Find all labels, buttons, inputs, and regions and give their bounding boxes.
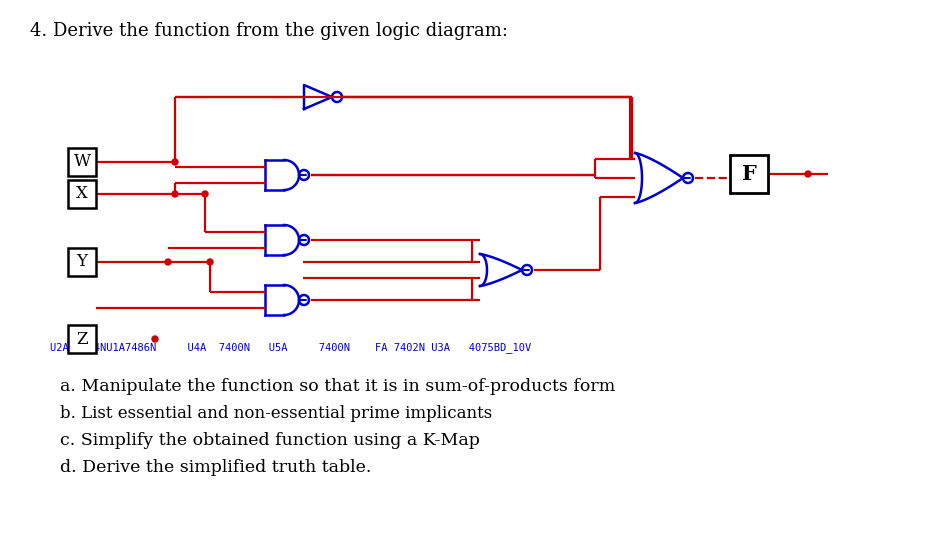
FancyBboxPatch shape (68, 180, 96, 208)
Circle shape (207, 259, 212, 265)
Text: b. List essential and non-essential prime implicants: b. List essential and non-essential prim… (59, 405, 492, 422)
Circle shape (165, 259, 171, 265)
Circle shape (152, 336, 158, 342)
Circle shape (172, 159, 177, 165)
Text: 4. Derive the function from the given logic diagram:: 4. Derive the function from the given lo… (30, 22, 508, 40)
Text: F: F (741, 164, 755, 184)
Text: c. Simplify the obtained function using a K-Map: c. Simplify the obtained function using … (59, 432, 480, 449)
Text: a. Manipulate the function so that it is in sum-of-products form: a. Manipulate the function so that it is… (59, 378, 615, 395)
Circle shape (202, 191, 208, 197)
FancyBboxPatch shape (68, 325, 96, 353)
Text: Z: Z (76, 330, 88, 348)
Text: Y: Y (76, 253, 88, 271)
Text: X: X (76, 185, 88, 203)
Circle shape (172, 191, 177, 197)
Circle shape (804, 171, 810, 177)
FancyBboxPatch shape (68, 248, 96, 276)
FancyBboxPatch shape (68, 148, 96, 176)
Text: W: W (74, 153, 91, 171)
FancyBboxPatch shape (729, 155, 767, 193)
Text: d. Derive the simplified truth table.: d. Derive the simplified truth table. (59, 459, 371, 476)
Text: U2A   04NU1A7486N     U4A  7400N   U5A     7400N    FA 7402N U3A   4075BD_10V: U2A 04NU1A7486N U4A 7400N U5A 7400N FA 7… (50, 342, 531, 353)
